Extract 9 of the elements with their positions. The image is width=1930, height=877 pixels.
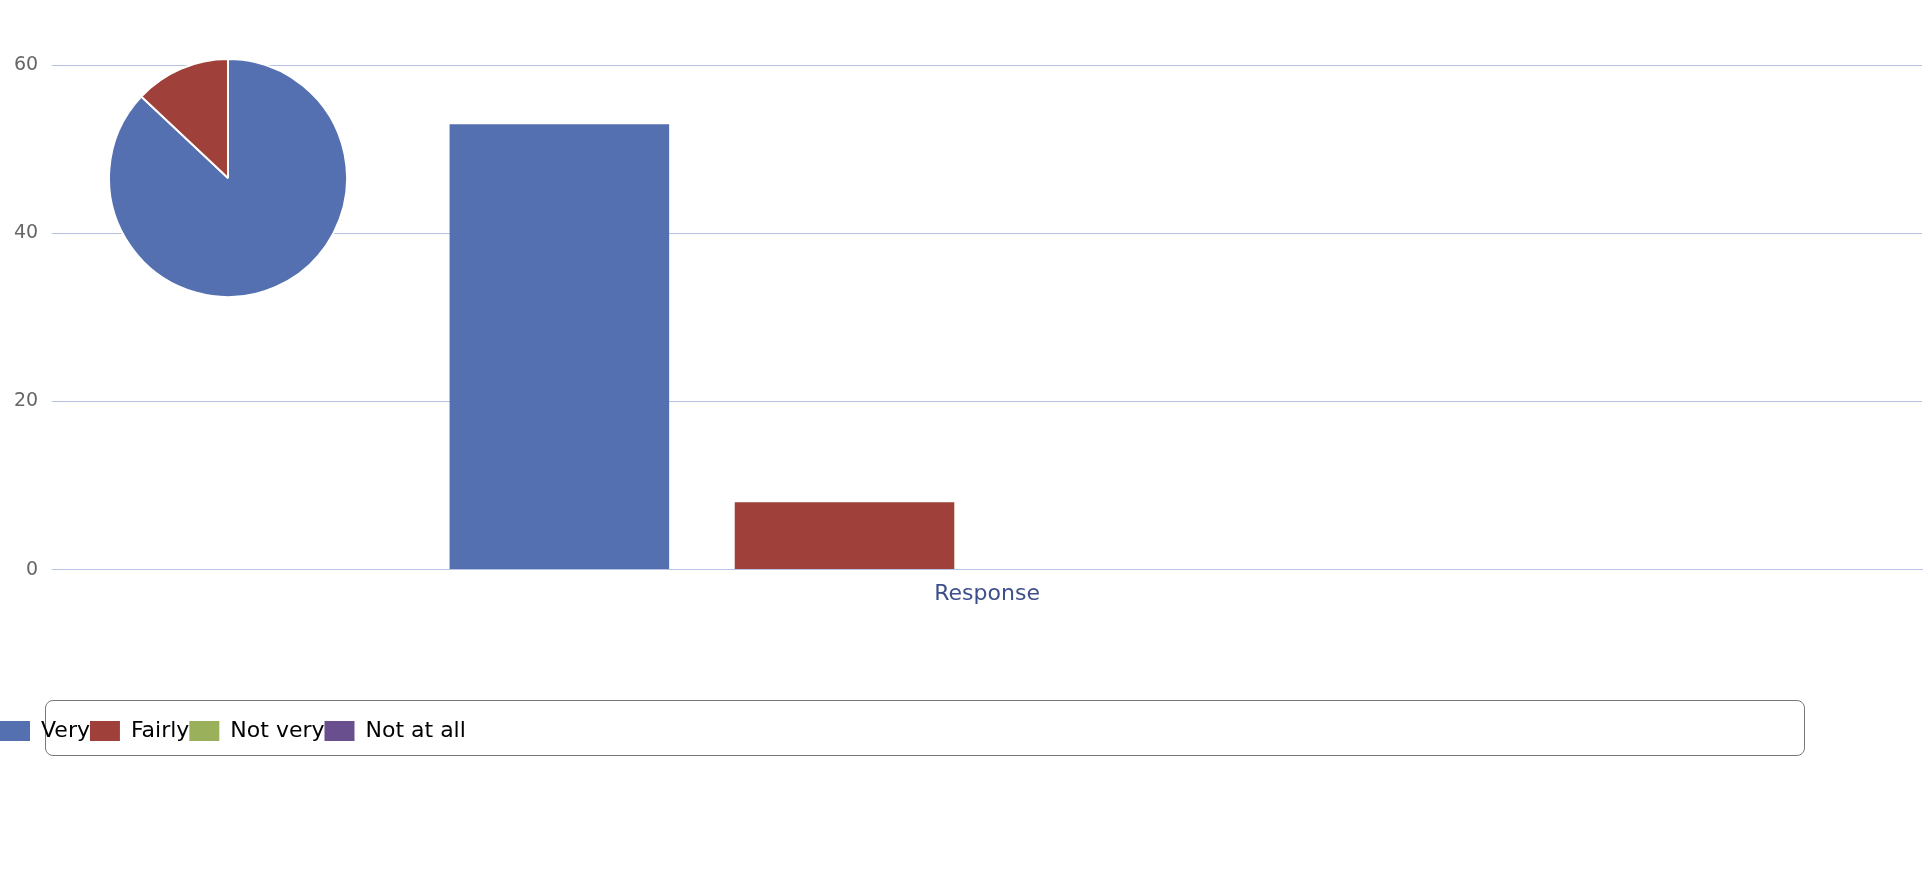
legend-label: Fairly	[130, 716, 190, 742]
legend-label: Not very	[230, 716, 325, 742]
x-tick-label: Response	[934, 579, 1040, 605]
legend-label: Very	[41, 716, 90, 742]
y-tick-label: 20	[13, 388, 39, 411]
legend-label: Not at all	[365, 716, 466, 742]
y-tick-label: 60	[13, 52, 39, 75]
y-tick-label: 40	[13, 220, 39, 243]
y-tick-label: 0	[26, 556, 39, 579]
